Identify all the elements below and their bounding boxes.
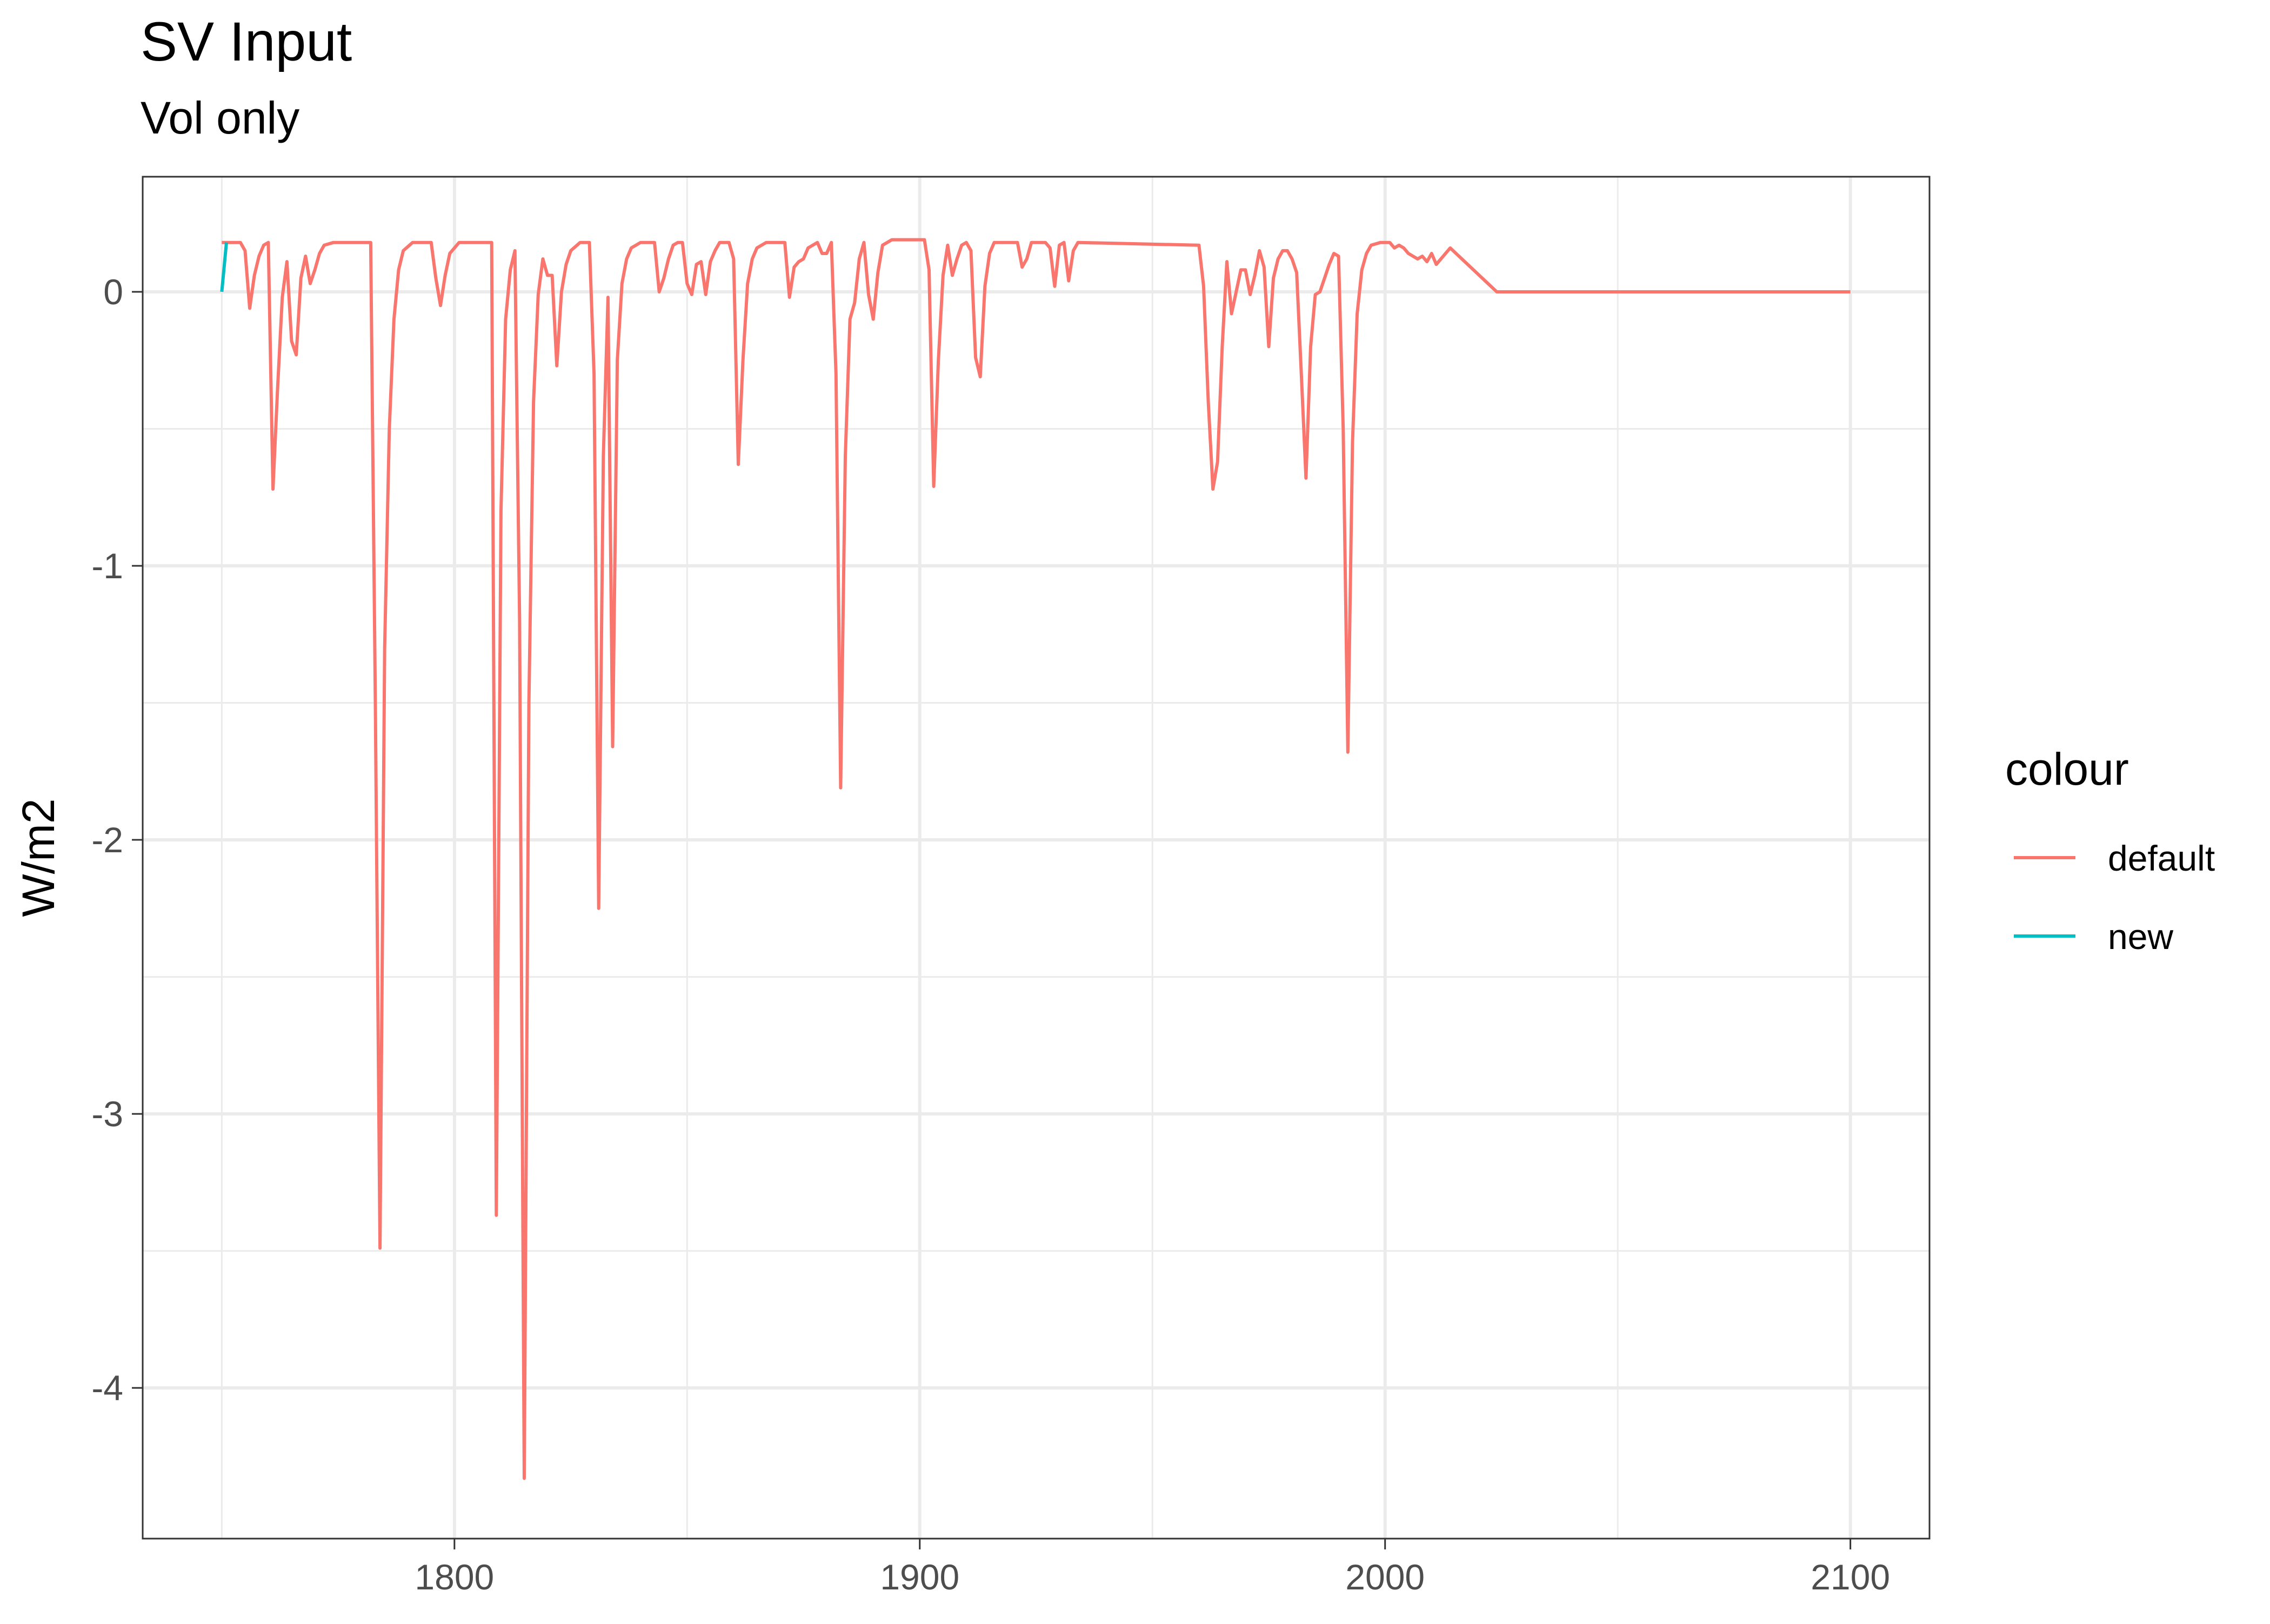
series-line-default (222, 238, 1851, 1480)
legend-label-default: default (2108, 838, 2215, 878)
y-tick-label: -3 (91, 1094, 123, 1134)
grid (143, 177, 1929, 1539)
series-line-new (220, 242, 228, 292)
y-tick-label: -4 (91, 1368, 123, 1408)
y-tick-label: 0 (103, 272, 123, 312)
axes: 1800 1900 2000 2100 0 -1 -2 -3 -4 (91, 272, 1890, 1597)
x-tick-label: 2000 (1345, 1557, 1425, 1597)
y-tick-label: -2 (91, 820, 123, 860)
legend-label-new: new (2108, 917, 2173, 957)
plot-panel-border (142, 176, 1931, 1540)
series-lines (220, 238, 1851, 1480)
legend-items: default new (2014, 838, 2215, 957)
legend-title: colour (2005, 744, 2129, 794)
x-tick-label: 1900 (880, 1557, 959, 1597)
y-tick-label: -1 (91, 546, 123, 586)
legend: colour default new (2005, 744, 2215, 957)
y-axis-label: W/m2 (13, 798, 64, 917)
chart-subtitle: Vol only (141, 92, 299, 143)
x-tick-label: 2100 (1811, 1557, 1890, 1597)
chart-title: SV Input (141, 11, 352, 72)
x-tick-label: 1800 (415, 1557, 494, 1597)
